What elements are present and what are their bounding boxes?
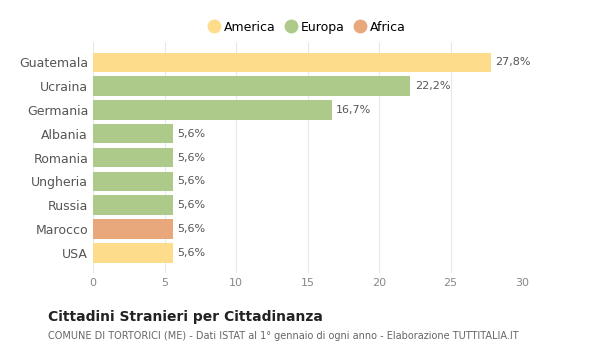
Bar bbox=[93, 219, 173, 239]
Text: 5,6%: 5,6% bbox=[178, 129, 205, 139]
Text: 16,7%: 16,7% bbox=[336, 105, 371, 115]
Bar bbox=[93, 148, 173, 167]
Bar bbox=[93, 52, 491, 72]
Bar bbox=[93, 100, 332, 120]
Text: Cittadini Stranieri per Cittadinanza: Cittadini Stranieri per Cittadinanza bbox=[48, 310, 323, 324]
Text: 5,6%: 5,6% bbox=[178, 248, 205, 258]
Text: 27,8%: 27,8% bbox=[495, 57, 530, 67]
Bar bbox=[93, 76, 410, 96]
Bar bbox=[93, 124, 173, 144]
Text: 5,6%: 5,6% bbox=[178, 176, 205, 186]
Text: 5,6%: 5,6% bbox=[178, 200, 205, 210]
Legend: America, Europa, Africa: America, Europa, Africa bbox=[204, 16, 411, 39]
Text: 5,6%: 5,6% bbox=[178, 224, 205, 234]
Text: 22,2%: 22,2% bbox=[415, 81, 450, 91]
Bar bbox=[93, 243, 173, 262]
Text: 5,6%: 5,6% bbox=[178, 153, 205, 162]
Text: COMUNE DI TORTORICI (ME) - Dati ISTAT al 1° gennaio di ogni anno - Elaborazione : COMUNE DI TORTORICI (ME) - Dati ISTAT al… bbox=[48, 331, 518, 341]
Bar bbox=[93, 172, 173, 191]
Bar bbox=[93, 195, 173, 215]
